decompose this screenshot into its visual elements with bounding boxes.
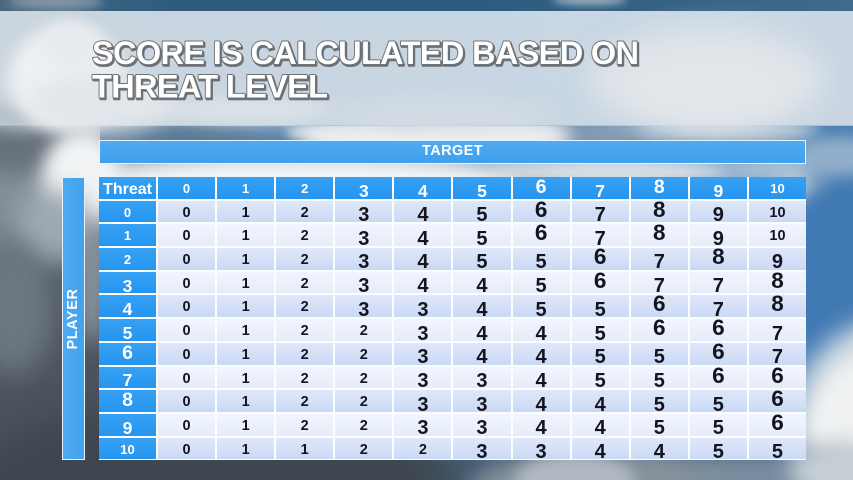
svg-text:SCORE IS CALCULATED BASED ON: SCORE IS CALCULATED BASED ON: [92, 35, 638, 71]
svg-text:THREAT LEVEL: THREAT LEVEL: [92, 69, 327, 105]
svg-text:THREAT LEVEL: THREAT LEVEL: [93, 70, 328, 106]
svg-text:SCORE IS CALCULATED BASED ON: SCORE IS CALCULATED BASED ON: [93, 36, 639, 72]
